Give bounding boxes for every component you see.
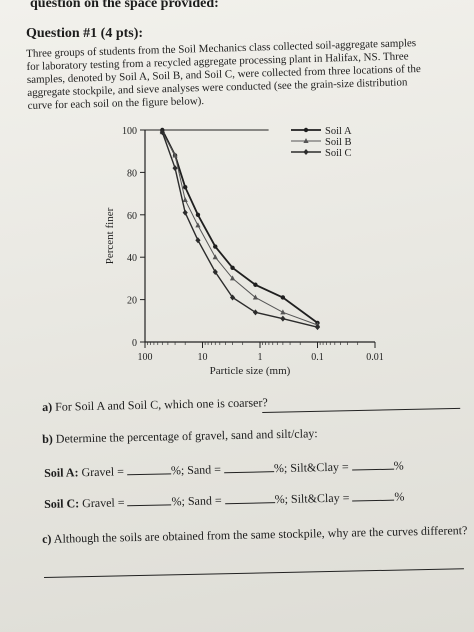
silt-clay-label: %; Silt&Clay = [274,490,350,507]
data-point-soil-a [213,244,218,249]
data-point-soil-b [280,309,286,315]
sand-label: %; Sand = [171,493,222,509]
answer-a-blank[interactable] [262,395,461,413]
soil-a-label: Soil A: [44,465,79,480]
question-title: Question #1 (4 pts): [26,26,144,41]
x-tick-label: 0.01 [366,352,384,363]
answer-c-line[interactable] [44,567,464,578]
soil-a-gravel-blank[interactable] [126,463,171,476]
silt-clay-label: %; Silt&Clay = [273,459,349,476]
question-b: b) Determine the percentage of gravel, s… [42,426,318,447]
soil-a-answer-row: Soil A: Gravel = %; Sand = %; Silt&Clay … [44,458,404,481]
data-point-soil-c [229,294,236,301]
data-point-soil-c [159,129,165,136]
x-tick-label: 0.1 [311,352,324,363]
percent-label: % [393,458,404,473]
question-c: c) Although the soils are obtained from … [42,523,468,547]
data-point-soil-c [280,315,286,322]
grain-size-chart: 0 20 40 60 80 100 100 10 1 0.1 0.01 Particle size (… [104,126,384,377]
data-point-soil-c [212,269,218,276]
question-a-label: a) [42,399,53,414]
legend-marker [303,127,309,133]
question-c-text: Although the soils are obtained from the… [53,523,468,546]
question-a-text: For Soil A and Soil C, which one is coar… [54,395,268,414]
soil-c-silt-blank[interactable] [352,489,395,502]
instruction-header: question on the space provided: [30,0,219,11]
data-point-soil-b [229,275,236,281]
x-tick-label: 10 [198,352,208,363]
soil-a-sand-blank[interactable] [223,461,275,474]
data-point-soil-a [253,282,258,287]
data-point-soil-a [230,265,235,270]
data-point-soil-b [252,294,259,300]
data-point-soil-c [252,309,259,316]
data-point-soil-b [172,152,178,158]
y-tick-label: 60 [127,211,137,222]
legend-label: Soil B [325,137,352,148]
x-tick-label: 100 [138,352,153,363]
data-point-soil-c [172,165,178,172]
question-b-label: b) [42,431,53,446]
data-point-soil-c [182,209,188,216]
data-point-soil-b [182,196,188,202]
y-tick-label: 80 [127,168,137,179]
gravel-label: Gravel = [81,464,125,480]
data-point-soil-a [280,295,286,300]
percent-label: % [394,489,405,504]
question-a: a) For Soil A and Soil C, which one is c… [42,395,268,415]
data-point-soil-c [195,237,201,244]
data-point-soil-a [182,185,188,190]
soil-c-answer-row: Soil C: Gravel = %; Sand = %; Silt&Clay … [44,489,405,512]
series-line-soil-c [161,131,318,328]
series-line-soil-a [161,129,319,324]
y-tick-label: 100 [122,126,137,137]
legend-label: Soil A [325,126,352,137]
legend-marker [303,138,309,143]
gravel-label: Gravel = [82,495,125,511]
soil-c-gravel-blank[interactable] [127,494,172,507]
question-c-label: c) [42,531,52,546]
data-point-soil-b [195,222,201,228]
sand-label: %; Sand = [170,462,222,478]
y-tick-label: 0 [132,338,137,349]
data-point-soil-b [212,254,218,260]
legend-marker [303,149,309,155]
legend-label: Soil C [325,148,352,159]
data-point-soil-a [195,212,201,217]
x-tick-label: 1 [258,352,263,363]
x-axis-label: Particle size (mm) [210,365,291,377]
soil-a-silt-blank[interactable] [351,458,394,471]
question-b-text: Determine the percentage of gravel, sand… [55,426,318,446]
data-point-soil-c [314,324,321,331]
y-axis-label: Percent finer [104,207,116,264]
series-line-soil-b [161,131,318,326]
question-intro: Three groups of students from the Soil M… [26,37,422,113]
y-tick-label: 20 [127,296,137,307]
soil-c-label: Soil C: [44,496,80,511]
y-tick-label: 40 [127,253,137,264]
soil-c-sand-blank[interactable] [224,492,275,505]
